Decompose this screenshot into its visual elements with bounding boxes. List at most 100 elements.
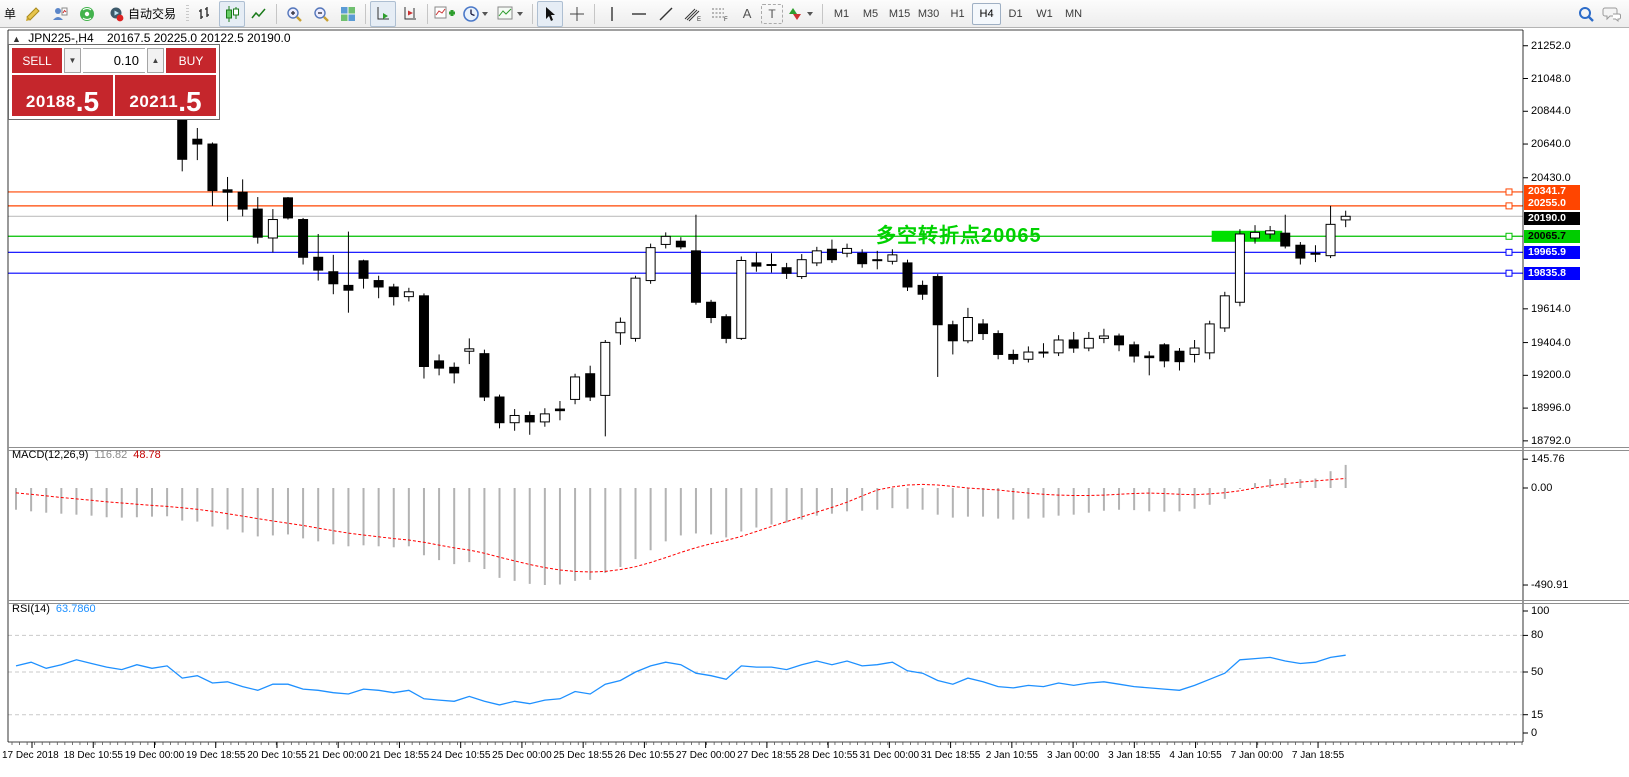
- candle-body: [585, 373, 596, 398]
- shift-chart-icon[interactable]: [397, 1, 423, 27]
- candle-body: [1053, 339, 1064, 354]
- fibo-sub-glyph: F: [724, 17, 728, 23]
- periods-clock-icon[interactable]: [459, 1, 493, 27]
- candle-body: [1250, 231, 1261, 239]
- main-toolbar: 单 自动交易 E F A T M1 M5 M15 M30 H1 H4 D1 W1 MN: [0, 0, 1629, 28]
- highlight-segment[interactable]: [1211, 230, 1283, 242]
- candle-body: [600, 341, 611, 396]
- candle-body: [1144, 355, 1155, 359]
- macd-signal-value: 48.78: [133, 449, 161, 461]
- level-handle-20255.0[interactable]: [1505, 202, 1513, 210]
- candle-body: [1038, 351, 1049, 354]
- candle-body: [1340, 215, 1351, 221]
- candle-body: [736, 259, 747, 339]
- text-tool-icon[interactable]: A: [742, 6, 752, 21]
- sell-button[interactable]: SELL: [12, 48, 62, 73]
- candle-body: [449, 366, 460, 374]
- candle-body: [1310, 252, 1321, 255]
- candle-body: [1159, 344, 1170, 362]
- candle-body: [388, 286, 399, 298]
- candle-body: [706, 301, 717, 319]
- timeframe-H1[interactable]: H1: [950, 7, 965, 20]
- timeframe-M30[interactable]: M30: [917, 7, 940, 20]
- bar-chart-icon[interactable]: [192, 1, 218, 27]
- macd-label-row: MACD(12,26,9) 116.82 48.78: [12, 449, 161, 461]
- candle-body: [267, 219, 278, 239]
- candle-body: [1325, 223, 1336, 257]
- candle-body: [962, 317, 973, 342]
- candle-body: [313, 256, 324, 271]
- candle-body: [479, 353, 490, 398]
- candlestick-chart-icon[interactable]: [219, 0, 246, 27]
- timeframe-MN[interactable]: MN: [1064, 7, 1083, 20]
- candle-body: [781, 267, 792, 274]
- template-icon[interactable]: [494, 1, 528, 27]
- candle-body: [524, 414, 535, 423]
- menu-fragment[interactable]: 单: [4, 7, 17, 21]
- zoom-in-icon[interactable]: [281, 1, 307, 27]
- timeframe-M1[interactable]: M1: [833, 7, 850, 20]
- volume-down-button[interactable]: ▼: [64, 48, 81, 73]
- label-tool-icon[interactable]: T: [761, 3, 784, 24]
- profile-chart-icon[interactable]: [47, 1, 73, 27]
- rsi-value: 63.7860: [55, 603, 96, 615]
- candle-body: [494, 396, 505, 424]
- candle-body: [1189, 347, 1200, 355]
- buy-button[interactable]: BUY: [166, 48, 216, 73]
- sell-price[interactable]: 20188.5: [12, 75, 113, 116]
- timeframe-W1[interactable]: W1: [1036, 7, 1053, 20]
- candle-body: [343, 284, 354, 291]
- crosshair-icon[interactable]: [564, 1, 590, 27]
- cursor-icon[interactable]: [537, 0, 564, 27]
- chart-annotation-text[interactable]: 多空转折点20065: [876, 225, 1042, 247]
- candle-body: [298, 219, 309, 258]
- chart-header: ▲ JPN225-,H4 20167.5 20225.0 20122.5 201…: [12, 31, 291, 45]
- candle-body: [993, 333, 1004, 355]
- candle-body: [539, 413, 550, 423]
- collapse-marker-icon[interactable]: ▲: [12, 34, 21, 44]
- autotrade-icon: [110, 7, 124, 21]
- candle-body: [464, 348, 475, 352]
- autotrade-button[interactable]: 自动交易: [101, 1, 183, 27]
- volume-input[interactable]: 0.10: [83, 48, 145, 73]
- tile-windows-icon[interactable]: [335, 1, 361, 27]
- timeframe-group: M1 M5 M15 M30 H1 H4 D1 W1 MN: [827, 2, 1088, 25]
- one-click-trading-panel: SELL ▼ 0.10 ▲ BUY 20188.5 20211.5: [8, 44, 220, 120]
- new-order-icon[interactable]: [20, 1, 46, 27]
- ohlc-values: 20167.5 20225.0 20122.5 20190.0: [106, 31, 291, 45]
- level-handle-20065.7[interactable]: [1505, 232, 1513, 240]
- candle-body: [1265, 230, 1276, 235]
- search-icon[interactable]: [1573, 1, 1599, 27]
- level-handle-20341.7[interactable]: [1505, 188, 1513, 196]
- timeframe-H4[interactable]: H4: [972, 2, 1002, 25]
- candle-body: [1174, 350, 1185, 363]
- fibonacci-icon[interactable]: F: [707, 1, 733, 27]
- vertical-line-icon[interactable]: [599, 1, 625, 27]
- horizontal-line-icon[interactable]: [626, 1, 652, 27]
- zoom-out-icon[interactable]: [308, 1, 334, 27]
- trendline-icon[interactable]: [653, 1, 679, 27]
- arrows-tool-icon[interactable]: [784, 1, 818, 27]
- candle-body: [811, 250, 822, 264]
- candle-body: [1280, 232, 1291, 247]
- publisher-icon[interactable]: [74, 1, 100, 27]
- add-indicator-icon[interactable]: [432, 1, 458, 27]
- candle-body: [660, 235, 671, 245]
- line-chart-icon[interactable]: [246, 1, 272, 27]
- equidistant-channel-icon[interactable]: E: [680, 1, 706, 27]
- timeframe-M15[interactable]: M15: [888, 7, 911, 20]
- macd-signal-line: [15, 477, 1346, 573]
- candle-body: [328, 271, 339, 285]
- auto-scroll-icon[interactable]: [370, 0, 397, 27]
- timeframe-D1[interactable]: D1: [1008, 7, 1023, 20]
- candle-body: [887, 254, 898, 262]
- timeframe-M5[interactable]: M5: [862, 7, 879, 20]
- buy-price[interactable]: 20211.5: [115, 75, 216, 116]
- candle-body: [1008, 353, 1019, 360]
- level-handle-19835.8[interactable]: [1505, 269, 1513, 277]
- candle-body: [1068, 339, 1079, 349]
- level-handle-19965.9[interactable]: [1505, 248, 1513, 256]
- volume-up-button[interactable]: ▲: [147, 48, 164, 73]
- chat-icon[interactable]: [1599, 1, 1625, 27]
